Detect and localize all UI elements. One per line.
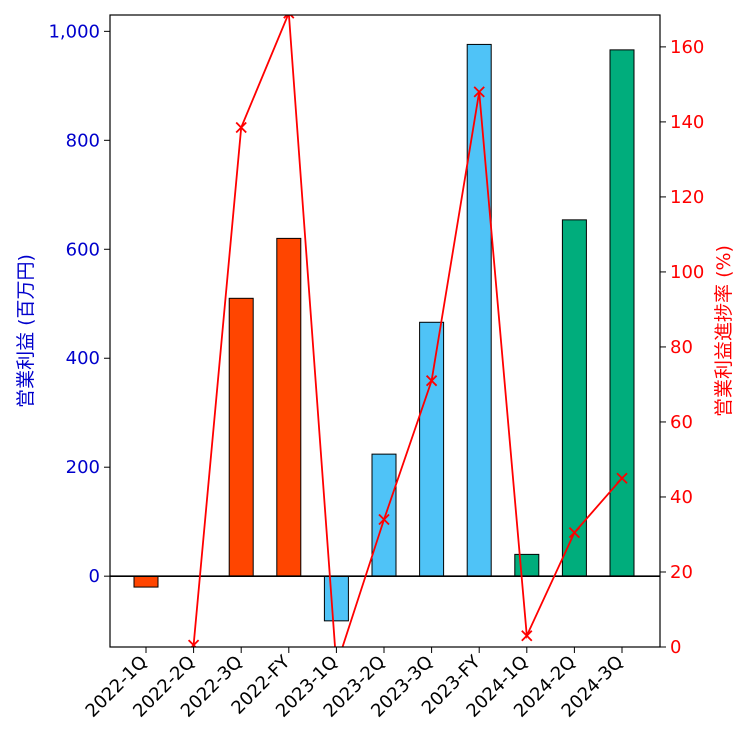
axes-group: 02004006008001,0000204060801001201401602…	[48, 14, 704, 722]
y-left-tick-label: 200	[66, 457, 100, 478]
progress-line	[192, 15, 623, 647]
bar-2023-FY	[466, 43, 492, 577]
y-axis-label-right: 営業利益進捗率 (%)	[713, 245, 735, 417]
bar-2022-3Q	[228, 297, 254, 577]
progress-marker-2022-FY	[283, 15, 295, 19]
y-right-tick-label: 100	[670, 262, 704, 283]
bar-2023-2Q	[371, 453, 397, 577]
y-right-tick-label: 0	[670, 637, 681, 658]
progress-marker-2022-2Q	[187, 639, 200, 647]
progress-marker-2024-3Q	[616, 472, 628, 484]
bar-group	[133, 43, 635, 622]
bar-2023-1Q	[323, 575, 349, 622]
y-axis-label-left: 営業利益 (百万円)	[15, 254, 37, 408]
bar-2022-FY	[276, 237, 302, 577]
progress-marker-2022-3Q	[235, 121, 247, 134]
y-right-tick-label: 60	[670, 412, 693, 433]
progress-marker-2024-1Q	[521, 630, 533, 642]
bar-2024-1Q	[514, 553, 540, 577]
y-left-tick-label: 600	[66, 239, 100, 260]
y-right-tick-label: 20	[670, 562, 693, 583]
progress-line-group	[187, 15, 628, 647]
y-right-tick-label: 40	[670, 487, 693, 508]
progress-marker-2023-FY	[473, 86, 485, 98]
bar-2024-2Q	[561, 219, 587, 577]
y-right-tick-label: 140	[670, 112, 704, 133]
bar-2022-1Q	[133, 575, 159, 588]
y-left-tick-label: 0	[89, 566, 100, 587]
bar-2024-3Q	[609, 49, 635, 577]
bar-2023-3Q	[419, 321, 445, 577]
y-right-tick-label: 80	[670, 337, 693, 358]
y-left-tick-label: 1,000	[48, 21, 100, 42]
plot-frame	[109, 14, 661, 648]
y-left-tick-label: 800	[66, 130, 100, 151]
y-left-tick-label: 400	[66, 348, 100, 369]
progress-marker-2023-3Q	[425, 375, 438, 387]
progress-marker-2023-2Q	[378, 513, 390, 526]
y-right-tick-label: 120	[670, 187, 704, 208]
y-right-tick-label: 160	[670, 37, 704, 58]
progress-marker-2024-2Q	[568, 526, 581, 539]
